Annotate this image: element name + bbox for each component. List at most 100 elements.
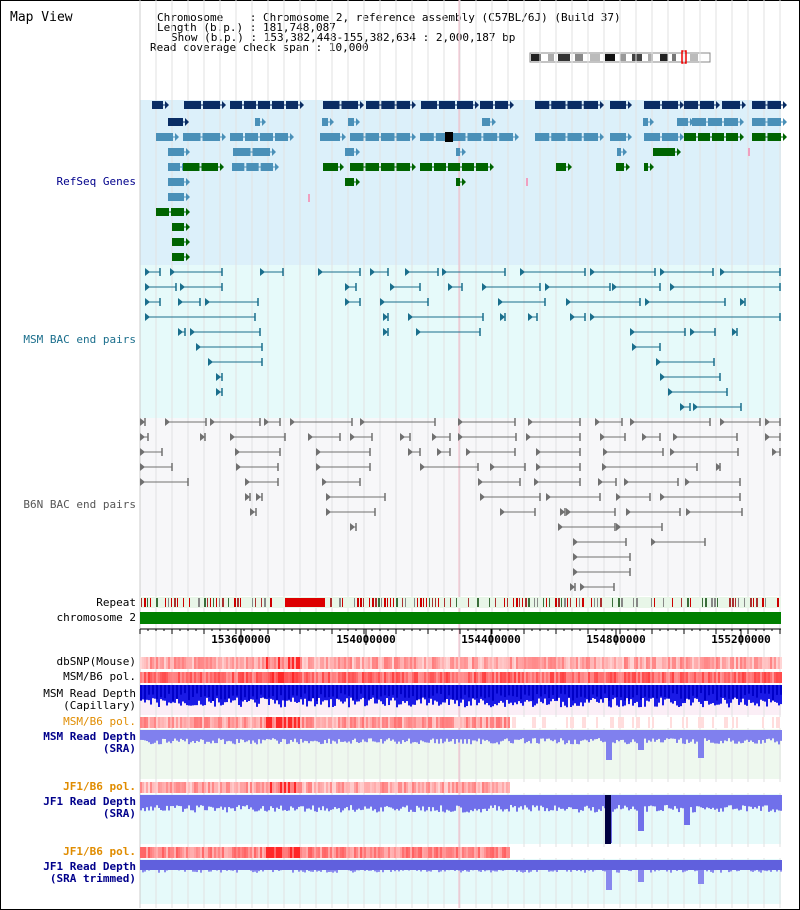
depth-bar — [258, 795, 260, 811]
depth-bar — [466, 730, 468, 744]
depth-bar — [284, 860, 286, 870]
depth-bar — [180, 730, 182, 739]
heat-cell — [320, 847, 322, 858]
depth-bar — [550, 795, 552, 811]
heat-cell — [562, 717, 564, 728]
gene-strand-arrow — [222, 133, 226, 141]
depth-bar — [296, 860, 298, 870]
repeat-element — [177, 598, 178, 607]
heat-cell — [378, 847, 380, 858]
depth-bar — [336, 730, 338, 744]
depth-bar — [328, 730, 330, 739]
depth-bar — [480, 730, 482, 745]
depth-bar — [290, 860, 292, 870]
depth-bar — [350, 795, 352, 806]
heat-cell — [476, 847, 478, 858]
depth-bar — [192, 795, 194, 811]
heat-cell — [636, 717, 638, 728]
depth-bar — [354, 685, 356, 705]
depth-bar — [600, 730, 602, 741]
heat-cell — [744, 782, 746, 793]
heat-cell — [580, 657, 582, 669]
heat-cell — [270, 657, 272, 669]
heat-cell — [382, 717, 384, 728]
depth-bar — [284, 730, 286, 740]
heat-cell — [324, 782, 326, 793]
depth-bar — [436, 860, 438, 870]
heat-cell — [434, 672, 436, 683]
heat-cell — [726, 672, 728, 683]
depth-bar — [704, 860, 706, 870]
heat-cell — [458, 657, 460, 669]
heat-cell — [282, 672, 284, 683]
depth-bar — [734, 860, 736, 870]
heat-cell — [374, 657, 376, 669]
heat-cell — [776, 657, 778, 669]
depth-bar — [674, 685, 676, 702]
depth-bar — [210, 685, 212, 703]
heat-cell — [458, 847, 460, 858]
heat-cell — [446, 847, 448, 858]
depth-bar — [354, 730, 356, 739]
depth-bar — [222, 860, 224, 870]
depth-bar — [668, 795, 670, 809]
repeat-element — [690, 598, 691, 607]
heat-cell — [490, 847, 492, 858]
heat-cell — [252, 657, 254, 669]
heat-cell — [470, 657, 472, 669]
heat-cell — [710, 672, 712, 683]
depth-bar — [552, 730, 554, 742]
heat-cell — [644, 782, 646, 793]
heat-cell — [376, 672, 378, 683]
heat-cell — [566, 657, 568, 669]
depth-bar — [234, 795, 236, 811]
heat-cell — [738, 657, 740, 669]
heat-cell — [264, 657, 266, 669]
depth-bar — [446, 685, 448, 700]
heat-cell — [142, 657, 144, 669]
depth-bar — [464, 795, 466, 813]
heat-cell — [368, 672, 370, 683]
heat-cell — [436, 847, 438, 858]
gene-exon — [350, 163, 364, 171]
heat-cell — [528, 672, 530, 683]
depth-bar — [776, 860, 778, 870]
repeat-element — [216, 598, 217, 607]
depth-bar — [420, 795, 422, 811]
heat-cell — [152, 657, 154, 669]
heat-cell — [386, 847, 388, 858]
depth-bar — [440, 730, 442, 739]
heat-cell — [484, 847, 486, 858]
heat-cell — [324, 657, 326, 669]
depth-bar — [370, 860, 372, 870]
depth-bar — [706, 685, 708, 701]
heat-cell — [704, 847, 706, 858]
depth-bar — [232, 795, 234, 809]
heat-cell — [402, 672, 404, 683]
heat-cell — [744, 672, 746, 683]
heat-cell — [654, 782, 656, 793]
depth-bar — [372, 795, 374, 811]
depth-bar — [226, 685, 228, 703]
depth-bar — [290, 730, 292, 740]
heat-cell — [410, 672, 412, 683]
depth-bar — [712, 795, 714, 808]
heat-cell — [674, 717, 676, 728]
depth-bar — [448, 860, 450, 870]
bac-end-marker — [480, 493, 485, 501]
depth-bar — [634, 730, 636, 742]
heat-cell — [660, 657, 662, 669]
heat-cell — [190, 717, 192, 728]
gene-exon — [616, 163, 624, 171]
heat-cell — [494, 657, 496, 669]
depth-bar — [158, 685, 160, 707]
heat-cell — [168, 717, 170, 728]
heat-cell — [450, 717, 452, 728]
bac-end-marker — [656, 358, 661, 366]
heat-cell — [190, 782, 192, 793]
depth-bar — [202, 685, 204, 706]
depth-bar — [254, 795, 256, 812]
depth-bar — [588, 795, 590, 809]
depth-bar — [312, 860, 314, 870]
